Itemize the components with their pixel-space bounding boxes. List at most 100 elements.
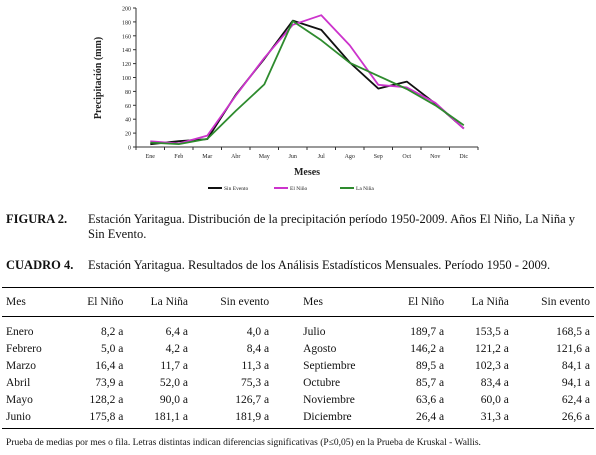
y-tick-label: 120 [122,62,131,68]
table-cell: 16,4 a [95,359,124,372]
x-tick-label: Feb [174,154,183,160]
table-cell: 26,6 a [512,408,594,429]
table-caption: CUADRO 4. Estación Yaritagua. Resultados… [6,258,592,276]
precipitation-line-chart: 0 20 40 60 80 100 120 140 160 180 200 Ene Feb Mar Abr… [93,7,479,192]
table-cell: 181,1 a [127,408,193,429]
table-cell: Julio [303,325,326,338]
header-el-nino: El Niño [64,287,128,317]
table-cell: 85,7 a [416,376,445,389]
y-tick-label: 60 [125,104,131,110]
table-cell: 6,4 a [165,325,189,338]
table-cell: 84,1 a [561,359,590,372]
series-lines [150,14,465,146]
table-cell: Agosto [303,342,337,355]
table-cell: Mayo [6,393,33,406]
table-cell: 94,1 a [561,376,590,389]
table-cell: 4,0 a [246,325,270,338]
table-cell: 189,7 a [410,325,445,338]
figure-caption-text: Estación Yaritagua. Distribución de la p… [88,212,576,241]
table-cell: 121,6 a [556,342,590,355]
x-tick-label: Dic [459,154,468,160]
header-mes: Mes [2,287,65,317]
table-cell: 121,2 a [474,342,509,355]
table-cell: Junio [2,408,65,429]
table-cell: 73,9 a [95,376,124,389]
table-caption-text: Estación Yaritagua. Resultados de los An… [88,258,551,272]
x-tick-label: Mar [202,154,212,160]
y-tick-label: 180 [122,20,131,26]
x-tick-label: Nov [430,154,440,160]
table-row: Mayo 128,2 a 90,0 a 126,7 a Noviembre 63… [2,391,594,408]
y-tick-label: 200 [122,7,131,13]
table-cell: 75,3 a [241,376,270,389]
table-cell: 26,4 a [385,408,449,429]
x-tick-label: Oct [402,154,411,160]
legend-label: El Niño [290,186,308,192]
legend-label: Sin Evento [224,186,249,192]
x-axis: Ene Feb Mar Abr May Jun Jul Ago Sep Oct Nov Dic [135,146,479,160]
y-axis-label: Precipitación (mm) [93,37,104,119]
table-cell: 90,0 a [159,393,189,406]
header-la-nina: La Niña [127,287,193,317]
x-tick-label: Ago [345,154,355,160]
table-cell: 168,5 a [556,325,590,338]
table-cell: 63,6 a [416,393,445,406]
table-cell: 146,2 a [410,342,445,355]
table-cell: 8,4 a [246,342,270,355]
table-row: Junio 175,8 a 181,1 a 181,9 a Diciembre … [2,408,594,429]
series-line-sin-evento [150,19,465,146]
table-cell: 11,3 a [241,359,270,372]
table-cell: 60,0 a [480,393,509,406]
table-cell: 5,0 a [100,342,124,355]
legend-label: La Niña [356,186,374,192]
table-cell: 52,0 a [159,376,189,389]
table-cell: 89,5 a [416,359,445,372]
x-tick-label: Jun [289,154,297,160]
x-tick-label: Sep [374,154,383,160]
y-tick-label: 160 [122,34,131,40]
table-cell: Enero [6,325,34,338]
x-tick-label: Abr [231,154,240,160]
y-tick-label: 140 [122,48,131,54]
header-la-nina: La Niña [448,287,513,317]
series-line-el-nino [150,14,465,145]
table-cell: 102,3 a [474,359,509,372]
header-mes: Mes [299,287,386,317]
table-cell: 181,9 a [192,408,274,429]
statistics-table: Mes El Niño La Niña Sin evento Mes El Ni… [2,287,594,429]
figure-caption: FIGURA 2. Estación Yaritagua. Distribuci… [6,212,592,246]
header-el-nino: El Niño [385,287,449,317]
table-row: Marzo 16,4 a 11,7 a 11,3 a Septiembre 89… [2,357,594,374]
chart-legend: Sin Evento El Niño La Niña [208,186,374,192]
table-cell: 62,4 a [561,393,590,406]
table-header-row: Mes El Niño La Niña Sin evento Mes El Ni… [2,287,594,317]
table-cell: Diciembre [299,408,386,429]
figure-caption-label: FIGURA 2. [6,212,68,226]
table-row: Febrero 5,0 a 4,2 a 8,4 a Agosto 146,2 a… [2,340,594,357]
header-sin-evento: Sin evento [512,287,594,317]
table-cell: 4,2 a [165,342,189,355]
table-footnote: Prueba de medias por mes o fila. Letras … [6,438,481,448]
table-row: Abril 73,9 a 52,0 a 75,3 a Octubre 85,7 … [2,374,594,391]
table-cell: Febrero [6,342,42,355]
y-axis: 0 20 40 60 80 100 120 140 160 180 200 [122,7,137,152]
table-cell: 153,5 a [474,325,509,338]
x-tick-label: Ene [146,154,156,160]
table-cell: 11,7 a [160,359,189,372]
table-cell: 128,2 a [89,393,124,406]
table-cell: Marzo [6,359,37,372]
table-cell: Abril [6,376,31,389]
table-cell: 126,7 a [235,393,270,406]
table-cell: Septiembre [303,359,356,372]
table-cell: 31,3 a [448,408,513,429]
table-cell: Noviembre [303,393,355,406]
table-cell: 175,8 a [64,408,128,429]
table-row: Enero 8,2 a 6,4 a 4,0 a Julio 189,7 a 15… [2,317,594,341]
y-tick-label: 20 [125,132,131,138]
x-tick-label: Jul [318,154,325,160]
header-sin-evento: Sin evento [192,287,274,317]
x-axis-label: Meses [294,167,320,178]
y-tick-label: 80 [125,90,131,96]
table-cell: 8,2 a [100,325,124,338]
table-caption-label: CUADRO 4. [6,258,74,272]
